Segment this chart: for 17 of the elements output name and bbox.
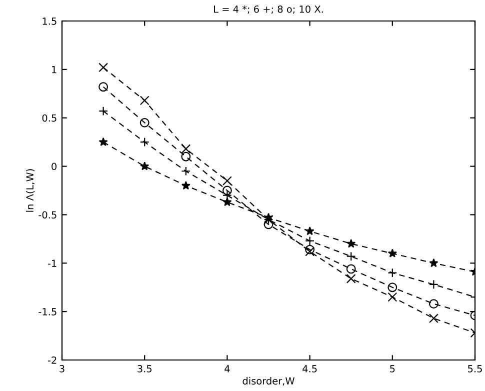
x-tick-label: 3 (60, 365, 64, 372)
x-tick-label: 3.5 (138, 365, 152, 372)
y-tick-label: -1 (48, 260, 56, 267)
x-tick-label: 5.5 (468, 365, 482, 372)
chart-title: L = 4 *; 6 +; 8 o; 10 X. (214, 5, 323, 14)
y-axis-title: ln Λ(L,W) (26, 169, 35, 212)
y-tick-label: 1 (52, 66, 56, 74)
x-tick-label: 4.5 (302, 365, 317, 372)
x-tick-label: 4 (224, 365, 230, 372)
y-tick-label: 0 (52, 162, 56, 170)
y-tick-label: -1.5 (38, 308, 56, 316)
y-tick-label: 1.5 (42, 18, 56, 25)
y-tick-label: -2 (48, 356, 56, 364)
x-tick-label: 5 (390, 365, 395, 372)
y-tick-label: 0.5 (42, 114, 56, 122)
y-tick-label: -0.5 (38, 211, 56, 219)
x-axis-title: disorder,W (242, 377, 294, 386)
